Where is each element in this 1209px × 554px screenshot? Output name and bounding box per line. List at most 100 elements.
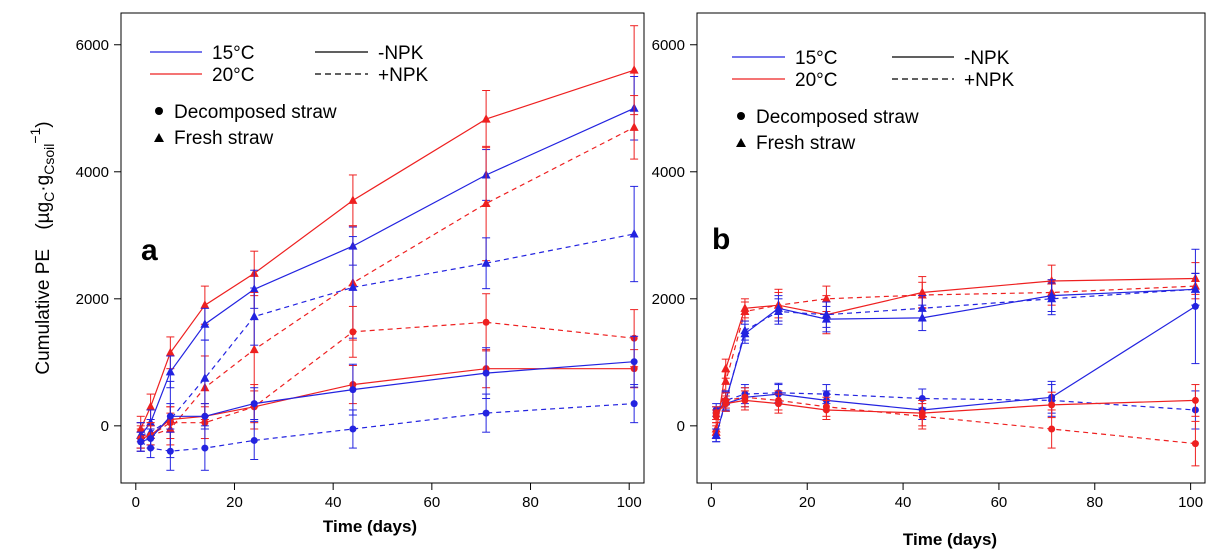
data-point-circle bbox=[1048, 425, 1056, 433]
x-tick-label: 40 bbox=[895, 494, 912, 511]
series-20c-minus-npk-fresh bbox=[711, 262, 1200, 440]
plot-area-frame bbox=[696, 12, 1206, 484]
x-tick-label: 60 bbox=[991, 494, 1008, 511]
series-20c-minus-npk-decomposed bbox=[136, 349, 639, 449]
data-point-circle bbox=[147, 444, 155, 452]
data-point-triangle bbox=[249, 311, 259, 321]
data-point-triangle bbox=[629, 229, 639, 238]
data-point-triangle bbox=[146, 401, 156, 411]
data-point-circle bbox=[774, 396, 782, 404]
data-point-triangle bbox=[629, 122, 639, 131]
y-axis-title-main: Cumulative PE bbox=[33, 249, 54, 375]
data-point-circle bbox=[630, 358, 638, 366]
data-point-triangle bbox=[348, 282, 358, 291]
legend: 15°C 20°C -NPK +NPK Decomposed straw Fre… bbox=[732, 48, 1014, 154]
y-tick-label: 2000 bbox=[652, 291, 685, 308]
y-axis-unit-sup: −1 bbox=[27, 127, 43, 143]
data-point-triangle bbox=[773, 306, 783, 316]
series-15c-minus-npk-decomposed bbox=[136, 335, 639, 452]
data-point-circle bbox=[1191, 396, 1199, 404]
data-point-triangle bbox=[821, 293, 831, 303]
data-point-triangle bbox=[821, 309, 831, 319]
legend-triangle-marker bbox=[736, 138, 746, 147]
series-line bbox=[715, 396, 1196, 445]
series-15c-plus-npk-decomposed bbox=[136, 384, 639, 471]
data-point-circle bbox=[349, 386, 357, 394]
series-line bbox=[715, 285, 1196, 430]
y-tick-label: 4000 bbox=[652, 164, 685, 181]
x-axis-title: Time (days) bbox=[323, 517, 417, 536]
series-line bbox=[715, 288, 1196, 436]
series-20c-minus-npk-fresh bbox=[136, 25, 639, 443]
series-20c-plus-npk-decomposed bbox=[712, 387, 1200, 467]
x-tick-label: 80 bbox=[522, 494, 539, 511]
panel-label: a bbox=[141, 234, 158, 267]
data-point-triangle bbox=[481, 258, 491, 267]
series-line bbox=[140, 69, 635, 430]
data-point-triangle bbox=[917, 290, 927, 299]
data-point-triangle bbox=[740, 306, 750, 316]
legend-label-decomposed: Decomposed straw bbox=[174, 102, 337, 123]
y-axis-unit-open: (µg bbox=[33, 202, 54, 230]
legend-label-plus-npk: +NPK bbox=[964, 70, 1014, 91]
plot-area-frame bbox=[120, 12, 645, 484]
data-point-triangle bbox=[711, 424, 721, 433]
legend-label-decomposed: Decomposed straw bbox=[756, 107, 919, 128]
data-point-circle bbox=[166, 412, 174, 420]
data-point-triangle bbox=[249, 344, 259, 354]
legend-label-20c: 20°C bbox=[795, 70, 837, 91]
data-point-circle bbox=[201, 444, 209, 452]
legend-triangle-marker bbox=[154, 133, 164, 142]
series-line bbox=[140, 126, 635, 436]
series-15c-minus-npk-decomposed bbox=[712, 248, 1200, 420]
data-point-circle bbox=[1048, 401, 1056, 409]
series-line bbox=[140, 368, 635, 440]
data-point-triangle bbox=[1047, 293, 1057, 303]
x-tick-label: 0 bbox=[707, 494, 715, 511]
data-point-circle bbox=[201, 412, 209, 420]
series-line bbox=[715, 277, 1196, 433]
data-point-circle bbox=[482, 369, 490, 377]
series-20c-plus-npk-decomposed bbox=[136, 293, 639, 452]
data-point-circle bbox=[822, 403, 830, 411]
data-point-circle bbox=[741, 393, 749, 401]
legend: 15°C 20°C -NPK +NPK Decomposed straw Fre… bbox=[150, 43, 428, 149]
series-15c-plus-npk-fresh bbox=[711, 272, 1200, 443]
data-point-triangle bbox=[711, 430, 721, 439]
series-line bbox=[140, 403, 635, 452]
series-line bbox=[715, 305, 1196, 411]
y-tick-label: 2000 bbox=[76, 291, 109, 308]
data-point-triangle bbox=[740, 325, 750, 335]
series-line bbox=[140, 321, 635, 440]
data-point-circle bbox=[482, 409, 490, 417]
series-15c-minus-npk-fresh bbox=[711, 272, 1200, 443]
y-axis-unit-sub2: Csoil bbox=[41, 144, 57, 175]
svg-text:Cumulative PE (µgC·gCs: Cumulative PE (µgC·gCsoil−1) bbox=[27, 121, 57, 374]
data-point-circle bbox=[1191, 440, 1199, 448]
x-tick-label: 20 bbox=[226, 494, 243, 511]
data-point-circle bbox=[166, 447, 174, 455]
y-tick-label: 0 bbox=[677, 418, 685, 435]
data-point-triangle bbox=[165, 347, 175, 357]
legend-label-15c: 15°C bbox=[212, 43, 254, 64]
data-point-circle bbox=[137, 438, 145, 446]
x-tick-label: 40 bbox=[325, 494, 342, 511]
y-tick-label: 6000 bbox=[76, 37, 109, 54]
data-point-triangle bbox=[721, 376, 731, 385]
data-point-circle bbox=[712, 412, 720, 420]
x-tick-label: 100 bbox=[1178, 494, 1203, 511]
legend-label-minus-npk: -NPK bbox=[964, 48, 1010, 69]
legend-label-minus-npk: -NPK bbox=[378, 43, 424, 64]
legend-circle-marker bbox=[737, 112, 745, 120]
data-point-circle bbox=[349, 425, 357, 433]
data-point-triangle bbox=[481, 198, 491, 208]
x-tick-label: 0 bbox=[132, 494, 140, 511]
y-axis-unit-mid: ·g bbox=[33, 175, 54, 192]
data-point-triangle bbox=[200, 319, 210, 328]
legend-label-plus-npk: +NPK bbox=[378, 65, 428, 86]
data-point-circle bbox=[250, 436, 258, 444]
data-point-triangle bbox=[200, 300, 210, 309]
y-axis-title: Cumulative PE (µgC·gCsoil−1) bbox=[27, 121, 57, 374]
